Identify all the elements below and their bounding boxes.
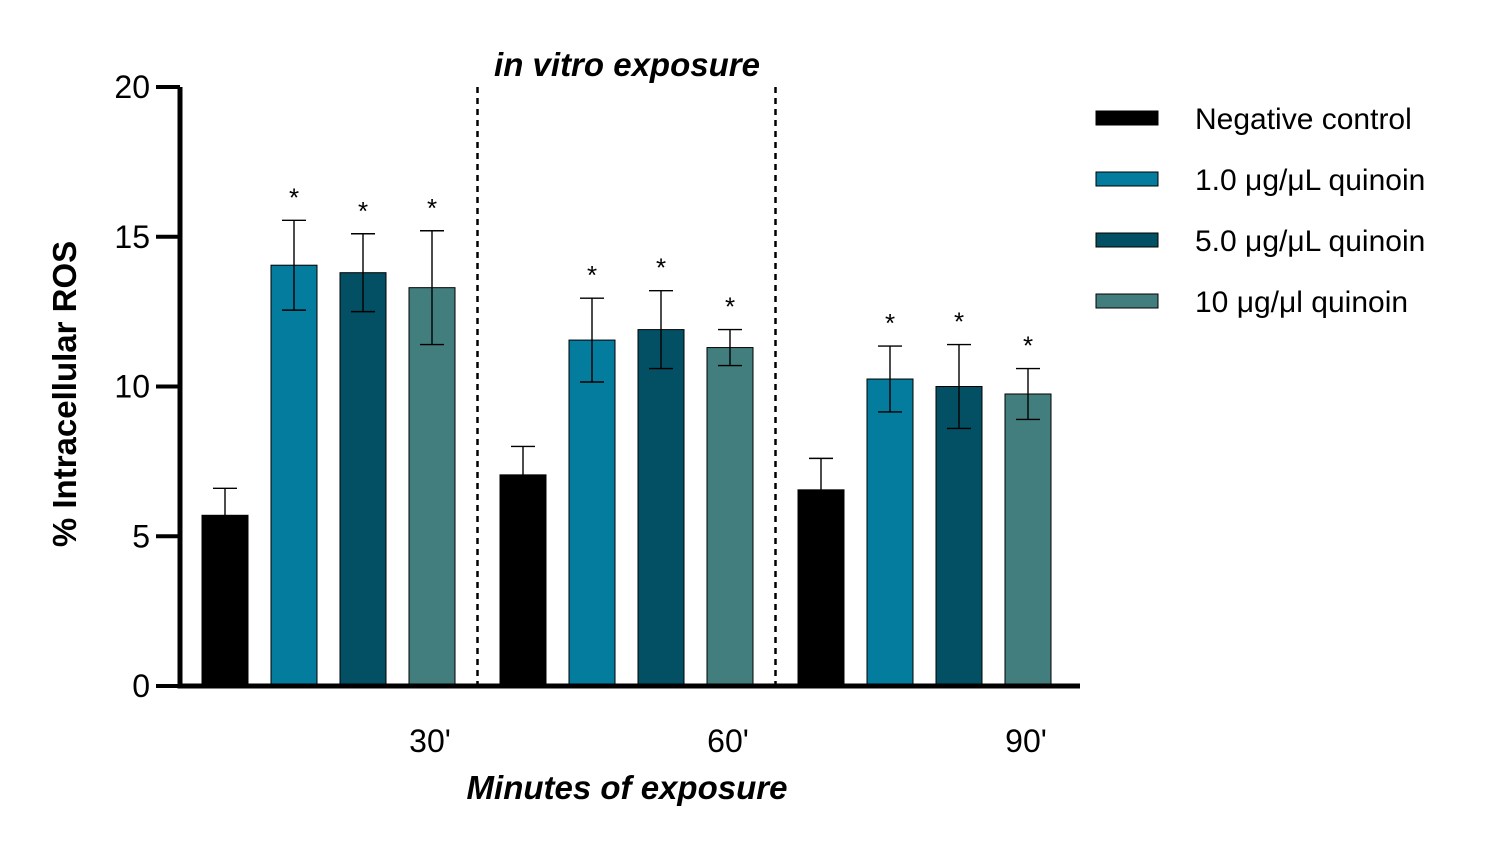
error-bar-1-1 — [213, 487, 237, 543]
bar-4-1 — [408, 287, 456, 687]
bars-layer: * * * * * * * * * — [201, 182, 1052, 687]
x-tick-label: 60' — [707, 723, 749, 759]
legend-label: Negative control — [1195, 103, 1412, 136]
significance-marker: * — [954, 307, 964, 337]
y-tick-label: 20 — [114, 69, 150, 105]
axes: 0 5 10 15 20 30' 60' 90' — [114, 69, 1080, 759]
legend: Negative control 1.0 μg/μL quinoin 5.0 μg/… — [1095, 103, 1425, 319]
error-bar-3-1 — [351, 233, 375, 313]
legend-swatch — [1095, 110, 1159, 126]
bar-4-3 — [1004, 393, 1052, 687]
legend-swatch — [1095, 232, 1159, 248]
error-bar-2-2 — [580, 297, 604, 383]
bar-2-1 — [270, 264, 318, 687]
significance-marker: * — [656, 253, 666, 283]
legend-item-1: Negative control — [1095, 103, 1412, 136]
legend-label: 5.0 μg/μL quinoin — [1195, 225, 1425, 258]
legend-label: 1.0 μg/μL quinoin — [1195, 164, 1425, 197]
significance-marker: * — [289, 182, 299, 212]
bar-1-3 — [797, 489, 845, 687]
error-bar-1-2 — [511, 445, 535, 505]
legend-label: 10 μg/μl quinoin — [1195, 286, 1408, 319]
significance-marker: * — [358, 196, 368, 226]
bar-3-3 — [935, 386, 983, 687]
significance-marker: * — [1023, 331, 1033, 361]
significance-marker: * — [427, 193, 437, 223]
error-bar-3-3 — [947, 343, 971, 430]
error-bar-1-3 — [809, 457, 833, 522]
x-tick-label: 90' — [1005, 723, 1047, 759]
bar-2-3 — [866, 378, 914, 687]
y-tick-label: 5 — [132, 518, 150, 554]
bar-1-2 — [499, 474, 547, 687]
legend-item-2: 1.0 μg/μL quinoin — [1095, 164, 1425, 197]
x-axis-title: Minutes of exposure — [467, 769, 788, 806]
significance-marker: * — [725, 292, 735, 322]
y-tick-label: 15 — [114, 219, 150, 255]
annotation-label: in vitro exposure — [494, 46, 760, 83]
bar-2-2 — [568, 339, 616, 687]
bar-3-1 — [339, 272, 387, 687]
legend-swatch — [1095, 293, 1159, 309]
error-bar-4-1 — [420, 230, 444, 346]
bar-1-1 — [201, 514, 249, 687]
error-bar-2-1 — [282, 219, 306, 311]
legend-swatch — [1095, 171, 1159, 187]
significance-marker: * — [587, 260, 597, 290]
legend-item-3: 5.0 μg/μL quinoin — [1095, 225, 1425, 258]
significance-marker: * — [885, 308, 895, 338]
y-axis-title: % Intracellular ROS — [46, 241, 83, 547]
legend-item-4: 10 μg/μl quinoin — [1095, 286, 1408, 319]
error-bar-4-3 — [1016, 367, 1040, 421]
y-tick-label: 10 — [114, 369, 150, 405]
bar-4-2 — [706, 347, 754, 687]
group-dividers — [476, 87, 777, 686]
y-tick-label: 0 — [132, 668, 150, 704]
error-bar-2-3 — [878, 345, 902, 413]
error-bar-3-2 — [649, 289, 673, 370]
error-bar-4-2 — [718, 328, 742, 367]
x-tick-label: 30' — [409, 723, 451, 759]
bar-3-2 — [637, 329, 685, 687]
